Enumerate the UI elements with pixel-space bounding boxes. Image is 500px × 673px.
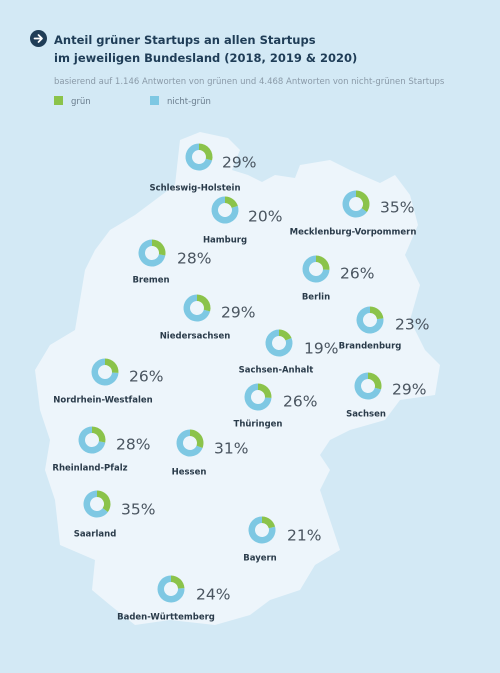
state-label-saarland: Saarland — [74, 530, 117, 540]
slice-green-berlin — [316, 255, 330, 270]
donut-sachsen — [354, 372, 382, 400]
chart-subtitle: basierend auf 1.146 Antworten von grünen… — [54, 77, 445, 87]
slice-green-thueringen — [258, 383, 272, 398]
slice-nongreen-berlin — [302, 255, 330, 283]
slice-nongreen-sachsen — [354, 372, 382, 400]
state-label-bremen: Bremen — [132, 276, 169, 286]
state-label-sachsen: Sachsen — [346, 410, 386, 420]
slice-nongreen-rheinland-pfalz — [78, 426, 106, 454]
slice-green-saarland — [97, 490, 111, 512]
percent-label-brandenburg: 23% — [395, 316, 429, 334]
germany-outline — [35, 132, 440, 625]
donut-saarland — [83, 490, 111, 518]
slice-green-niedersachsen — [197, 294, 211, 312]
state-label-hessen: Hessen — [172, 468, 207, 478]
legend-swatch-green — [54, 96, 63, 105]
donut-nordrhein-westfalen — [91, 358, 119, 386]
slice-nongreen-hamburg — [211, 196, 239, 224]
slice-nongreen-brandenburg — [356, 306, 384, 334]
state-label-thueringen: Thüringen — [234, 420, 283, 430]
state-label-nordrhein-westfalen: Nordrhein-Westfalen — [53, 396, 152, 406]
legend-label-nongreen: nicht-grün — [167, 97, 211, 107]
slice-nongreen-schleswig-holstein — [185, 143, 213, 171]
slice-green-brandenburg — [370, 306, 384, 320]
slice-nongreen-mecklenburg-vorpommern — [342, 190, 367, 218]
donut-berlin — [302, 255, 330, 283]
slice-green-nordrhein-westfalen — [105, 358, 119, 373]
state-label-brandenburg: Brandenburg — [339, 342, 402, 352]
state-label-sachsen-anhalt: Sachsen-Anhalt — [239, 366, 314, 376]
slice-nongreen-niedersachsen — [183, 294, 211, 322]
slice-green-schleswig-holstein — [199, 143, 213, 161]
legend-item-green: grün — [54, 96, 91, 107]
percent-label-hessen: 31% — [214, 440, 248, 458]
legend-swatch-nongreen — [150, 96, 159, 105]
slice-green-bayern — [262, 516, 276, 529]
percent-label-niedersachsen: 29% — [221, 304, 255, 322]
percent-label-baden-wuerttemberg: 24% — [196, 586, 230, 604]
percent-label-sachsen-anhalt: 19% — [304, 340, 338, 358]
state-label-mecklenburg-vorpommern: Mecklenburg-Vorpommern — [290, 228, 417, 238]
percent-label-bayern: 21% — [287, 527, 321, 545]
state-label-berlin: Berlin — [302, 293, 330, 303]
slice-nongreen-bremen — [138, 239, 166, 267]
title-line-1: Anteil grüner Startups an allen Startups — [54, 33, 316, 47]
state-label-hamburg: Hamburg — [203, 236, 247, 246]
percent-label-berlin: 26% — [340, 265, 374, 283]
state-label-rheinland-pfalz: Rheinland-Pfalz — [52, 464, 127, 474]
percent-label-sachsen: 29% — [392, 381, 426, 399]
donut-rheinland-pfalz — [78, 426, 106, 454]
legend-label-green: grün — [71, 97, 91, 107]
slice-nongreen-bayern — [248, 516, 276, 544]
slice-green-rheinland-pfalz — [92, 426, 106, 443]
percent-label-thueringen: 26% — [283, 393, 317, 411]
slice-nongreen-baden-wuerttemberg — [157, 575, 185, 603]
donut-thueringen — [244, 383, 272, 411]
title-line-2: im jeweiligen Bundesland (2018, 2019 & 2… — [54, 51, 358, 65]
chart-title: Anteil grüner Startups an allen Startups… — [54, 31, 454, 67]
donut-brandenburg — [356, 306, 384, 334]
donut-mecklenburg-vorpommern — [342, 190, 370, 218]
donut-hessen — [176, 429, 204, 457]
percent-label-nordrhein-westfalen: 26% — [129, 368, 163, 386]
donut-schleswig-holstein — [185, 143, 213, 171]
state-label-niedersachsen: Niedersachsen — [160, 332, 231, 342]
slice-nongreen-sachsen-anhalt — [265, 329, 293, 357]
state-label-bayern: Bayern — [243, 554, 277, 564]
slice-nongreen-saarland — [83, 490, 108, 518]
percent-label-rheinland-pfalz: 28% — [116, 436, 150, 454]
slice-green-baden-wuerttemberg — [171, 575, 185, 589]
percent-label-mecklenburg-vorpommern: 35% — [380, 199, 414, 217]
percent-label-schleswig-holstein: 29% — [222, 154, 256, 172]
donut-niedersachsen — [183, 294, 211, 322]
state-label-schleswig-holstein: Schleswig-Holstein — [149, 184, 240, 194]
percent-label-hamburg: 20% — [248, 208, 282, 226]
slice-green-hamburg — [225, 196, 238, 208]
donut-hamburg — [211, 196, 239, 224]
slice-green-hessen — [190, 429, 204, 448]
donut-baden-wuerttemberg — [157, 575, 185, 603]
slice-nongreen-thueringen — [244, 383, 272, 411]
arrow-right-icon[interactable] — [30, 30, 47, 47]
percent-label-bremen: 28% — [177, 250, 211, 268]
slice-nongreen-nordrhein-westfalen — [91, 358, 119, 386]
legend-item-nongreen: nicht-grün — [150, 96, 211, 107]
slice-green-bremen — [152, 239, 166, 256]
slice-green-mecklenburg-vorpommern — [356, 190, 370, 212]
percent-label-saarland: 35% — [121, 501, 155, 519]
slice-green-sachsen — [368, 372, 382, 390]
slice-nongreen-hessen — [176, 429, 203, 457]
donut-bayern — [248, 516, 276, 544]
donut-bremen — [138, 239, 166, 267]
donut-sachsen-anhalt — [265, 329, 293, 357]
state-label-baden-wuerttemberg: Baden-Württemberg — [117, 613, 215, 623]
slice-green-sachsen-anhalt — [279, 329, 292, 341]
